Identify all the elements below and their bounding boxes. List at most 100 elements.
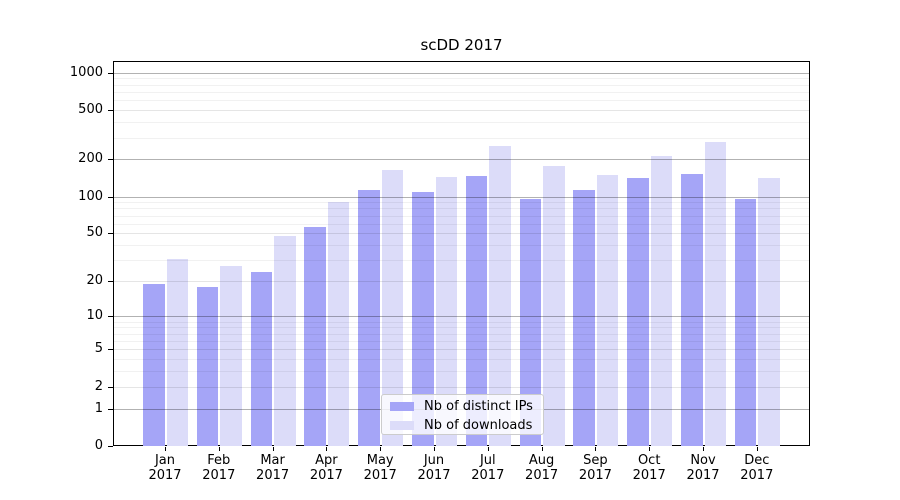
bar-distinct-ips-apr: [304, 227, 326, 446]
gridline-minor: [113, 340, 810, 342]
x-axis-tick-label: Apr 2017: [309, 453, 343, 483]
bar-downloads-may: [381, 170, 404, 446]
x-axis-tick-label: Aug 2017: [525, 453, 559, 483]
bar-distinct-ips-may: [358, 190, 380, 446]
gridline-minor: [113, 223, 810, 225]
legend-label-downloads: Nb of downloads: [424, 418, 533, 433]
gridline-minor: [113, 359, 810, 360]
bar-downloads-jan: [166, 258, 188, 446]
gridline-minor: [113, 100, 810, 102]
y-axis-tick: [108, 196, 113, 198]
gridline-minor: [113, 91, 810, 93]
gridline-minor: [113, 78, 810, 80]
bar-downloads-feb: [220, 265, 242, 446]
x-axis-tick: [434, 447, 435, 451]
y-axis-tick: [108, 446, 113, 447]
y-axis-tick: [108, 386, 113, 388]
x-axis-tick: [326, 447, 328, 451]
bar-distinct-ips-feb: [196, 286, 219, 446]
bar-downloads-nov: [704, 141, 726, 446]
y-axis-tick-label: 1: [94, 400, 103, 416]
y-axis-tick-label: 0: [94, 438, 103, 453]
bar-distinct-ips-jun: [412, 191, 434, 446]
x-axis-tick-label: Oct 2017: [632, 453, 666, 483]
gridline-minor: [113, 260, 810, 262]
legend-row-distinct-ips: Nb of distinct IPs: [382, 397, 543, 416]
x-axis-tick-label: Feb 2017: [202, 453, 236, 483]
gridline-minor: [113, 327, 810, 329]
x-axis-tick: [272, 447, 274, 451]
y-axis-tick: [108, 408, 113, 410]
gridline-minor: [113, 122, 810, 124]
bar-downloads-jul: [489, 146, 511, 446]
legend-swatch-distinct-ips: [390, 402, 414, 411]
bar-distinct-ips-jul: [465, 175, 488, 446]
gridline-major: [113, 159, 810, 161]
x-axis-tick: [380, 447, 382, 451]
plot-area: [113, 61, 810, 446]
y-axis-tick: [108, 281, 113, 283]
x-axis-tick-label: Sep 2017: [578, 453, 612, 483]
y-axis-tick-label: 20: [86, 273, 103, 289]
x-axis-tick: [165, 447, 166, 451]
bar-downloads-apr: [327, 201, 350, 446]
chart-title: scDD 2017: [420, 36, 503, 54]
bar-distinct-ips-dec: [734, 198, 757, 446]
y-axis-tick-label: 50: [86, 225, 103, 241]
bar-distinct-ips-jan: [143, 284, 165, 446]
legend: Nb of distinct IPs Nb of downloads: [381, 394, 544, 435]
gridline-minor: [113, 371, 810, 373]
gridline-minor: [113, 333, 810, 335]
gridline-major: [113, 316, 810, 318]
x-axis-tick-label: Nov 2017: [686, 453, 720, 483]
x-axis-tick: [487, 447, 489, 451]
gridline-major: [113, 196, 810, 198]
x-axis-tick: [218, 447, 220, 451]
x-axis-tick: [541, 447, 543, 451]
y-axis-tick: [108, 109, 113, 111]
bar-distinct-ips-aug: [519, 199, 542, 446]
gridline: [113, 349, 810, 351]
gridline: [113, 386, 810, 388]
y-axis-tick: [108, 349, 113, 351]
gridline-minor: [113, 321, 810, 323]
x-axis-tick: [703, 447, 704, 451]
legend-row-downloads: Nb of downloads: [382, 416, 543, 435]
y-axis-tick-label: 100: [78, 188, 103, 204]
x-axis-tick-label: May 2017: [363, 453, 397, 483]
gridline-minor: [113, 84, 810, 86]
legend-swatch-downloads: [390, 421, 414, 430]
bar-distinct-ips-nov: [681, 174, 703, 446]
y-axis-tick: [108, 316, 113, 318]
gridline-minor: [113, 208, 810, 210]
x-axis-tick: [595, 447, 597, 451]
bar-downloads-oct: [650, 156, 673, 446]
x-axis-tick-label: Jul 2017: [471, 453, 505, 483]
bar-downloads-sep: [596, 175, 619, 446]
x-axis-tick: [649, 447, 651, 451]
bar-distinct-ips-sep: [573, 190, 595, 446]
x-axis-tick-label: Jan 2017: [148, 453, 182, 483]
y-axis-tick: [108, 159, 113, 161]
bar-downloads-aug: [543, 166, 565, 446]
bar-distinct-ips-mar: [250, 272, 273, 446]
x-axis-tick-label: Mar 2017: [256, 453, 290, 483]
gridline: [113, 233, 810, 235]
gridline-minor: [113, 215, 810, 217]
y-axis-tick: [108, 72, 113, 74]
x-axis-tick: [756, 447, 758, 451]
bar-distinct-ips-oct: [627, 177, 649, 446]
gridline-major: [113, 72, 810, 74]
bar-downloads-jun: [435, 177, 457, 446]
y-axis-tick-label: 500: [78, 101, 103, 117]
bar-downloads-mar: [274, 235, 296, 446]
gridline-minor: [113, 137, 810, 139]
bar-downloads-dec: [758, 177, 780, 446]
y-axis-tick: [108, 233, 113, 235]
y-axis-tick-label: 10: [86, 308, 103, 324]
y-axis-tick-label: 5: [94, 341, 103, 357]
x-axis-tick-label: Dec 2017: [740, 453, 774, 483]
x-axis-tick-label: Jun 2017: [417, 453, 451, 483]
y-axis-tick-label: 1000: [69, 64, 103, 80]
